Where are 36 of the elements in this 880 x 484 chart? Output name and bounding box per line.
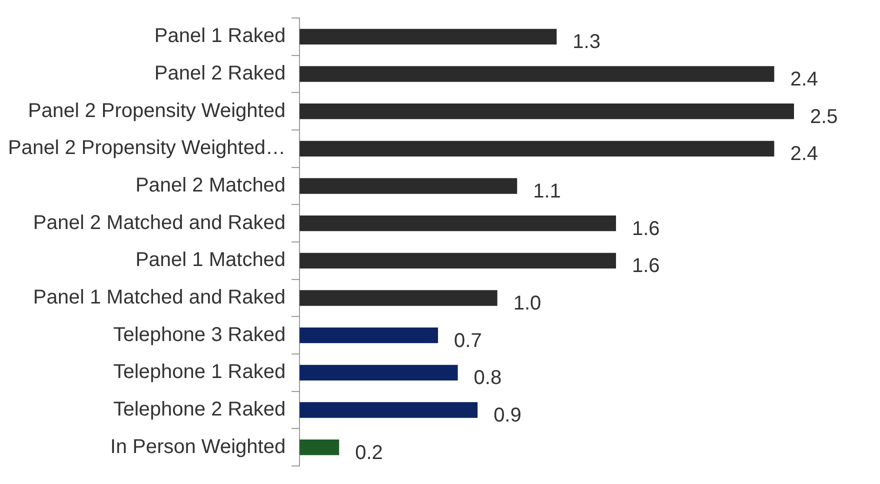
data-label: 1.6 (632, 218, 660, 240)
bar (300, 215, 616, 232)
data-label: 0.2 (355, 442, 383, 464)
bar (300, 290, 498, 306)
bar (300, 252, 616, 269)
bar (300, 178, 518, 194)
bar (300, 28, 557, 45)
data-label: 0.7 (454, 330, 482, 352)
bar (300, 439, 340, 456)
y-tick-label: Panel 2 Matched and Raked (33, 212, 286, 234)
y-tick-label: Panel 2 Propensity Weighted… (8, 137, 286, 160)
y-tick-label: Panel 1 Raked (154, 25, 286, 48)
y-tick-label: Panel 1 Matched and Raked (33, 286, 286, 309)
bar (300, 66, 774, 82)
bar (300, 327, 438, 344)
data-label: 1.0 (513, 292, 542, 315)
bar (300, 402, 478, 418)
data-label: 2.5 (810, 106, 838, 128)
y-tick-label: Panel 2 Propensity Weighted (28, 100, 286, 122)
y-tick-label: Panel 2 Raked (154, 62, 286, 85)
y-tick-label: Panel 2 Matched (135, 174, 286, 197)
data-label: 0.8 (474, 367, 502, 390)
data-label: 1.1 (533, 180, 561, 203)
data-label: 1.3 (572, 31, 600, 54)
data-label: 0.9 (494, 404, 522, 427)
y-tick-label: Telephone 3 Raked (113, 324, 286, 346)
data-label: 2.4 (790, 68, 818, 91)
y-tick-label: Panel 1 Matched (135, 249, 286, 272)
bar (300, 140, 774, 157)
y-tick-label: Telephone 1 Raked (113, 361, 286, 384)
bar (300, 364, 458, 381)
data-label: 1.6 (632, 255, 660, 278)
y-tick-label: In Person Weighted (110, 436, 286, 458)
y-tick-label: Telephone 2 Raked (113, 398, 286, 421)
bar (300, 103, 794, 120)
data-label: 2.4 (790, 143, 818, 166)
